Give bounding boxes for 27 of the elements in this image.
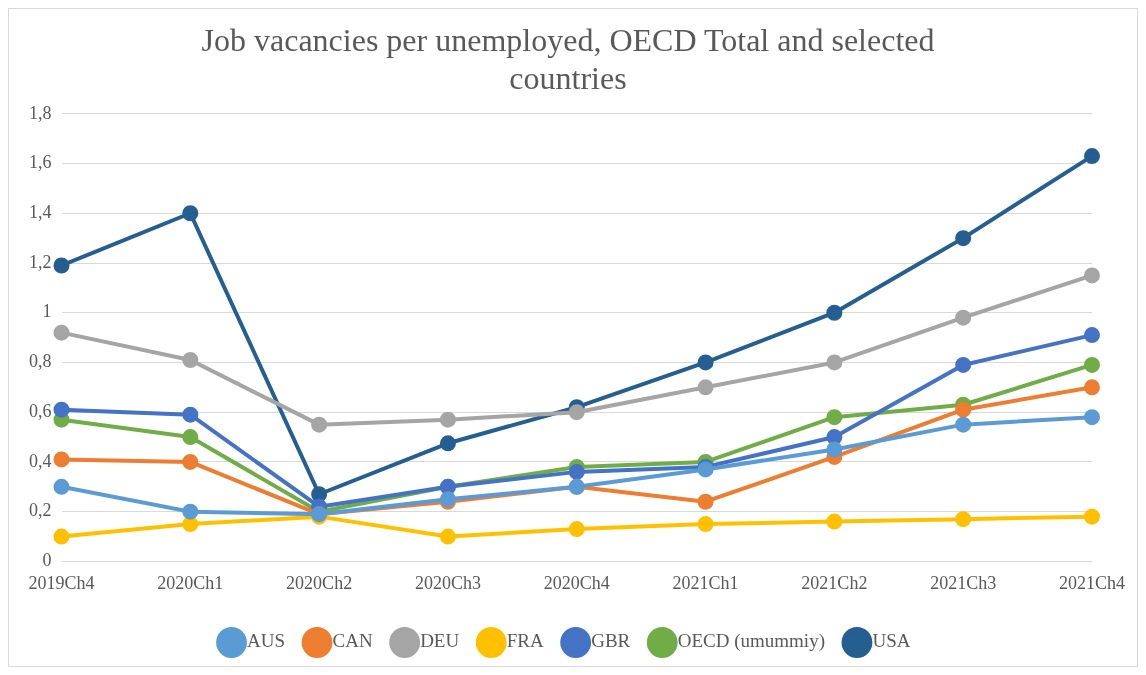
- y-tick-label: 0: [42, 550, 52, 571]
- legend-label: OECD (umummiy): [677, 630, 825, 653]
- y-tick-label: 1,4: [29, 202, 52, 222]
- y-tick-label: 0,6: [29, 400, 52, 421]
- y-tick-label: 0,4: [29, 450, 52, 471]
- y-tick-label: 1,6: [29, 152, 52, 173]
- legend-label: USA: [872, 630, 911, 652]
- x-tick-label: 2021Ch4: [1058, 572, 1125, 593]
- legend-label: GBR: [591, 630, 631, 652]
- x-tick-label: 2020Ch2: [286, 572, 353, 593]
- y-tick-label: 1: [42, 301, 52, 322]
- legend-label: CAN: [332, 630, 373, 652]
- x-tick-label: 2021Ch2: [801, 572, 868, 593]
- y-tick-label: 1,2: [29, 251, 52, 272]
- x-tick-label: 2020Ch1: [157, 572, 224, 593]
- x-tick-label: 2021Ch3: [930, 572, 997, 593]
- legend-label: AUS: [247, 630, 286, 652]
- y-tick-label: 1,8: [29, 102, 52, 123]
- x-tick-label: 2020Ch3: [414, 572, 481, 593]
- x-tick-label: 2020Ch4: [543, 572, 610, 593]
- legend-label: DEU: [420, 630, 460, 652]
- x-tick-label: 2019Ch4: [28, 572, 95, 593]
- y-tick-label: 0,2: [29, 500, 52, 521]
- chart-title: Job vacancies per unemployed, OECD Total and selected countries: [201, 21, 935, 97]
- x-tick-label: 2021Ch1: [672, 572, 739, 593]
- y-tick-label: 0,8: [29, 351, 52, 372]
- legend-label: FRA: [506, 630, 544, 652]
